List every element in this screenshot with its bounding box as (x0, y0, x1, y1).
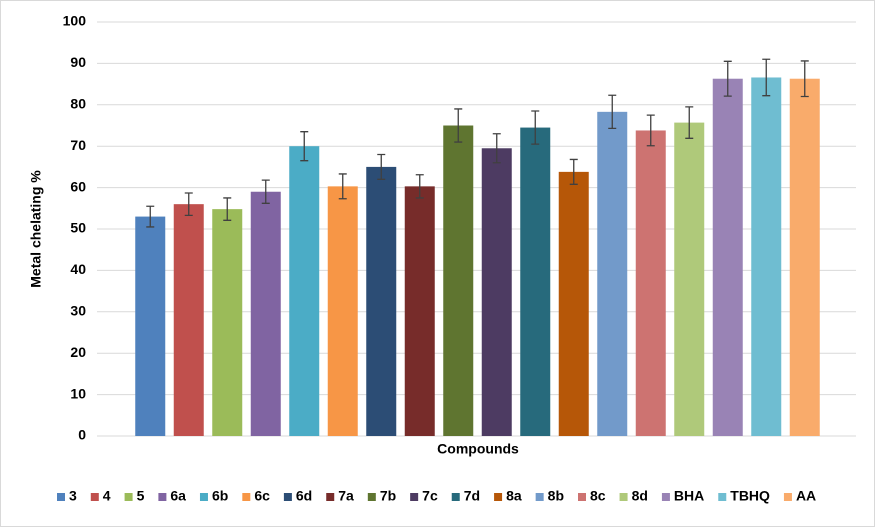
error-bar (454, 108, 463, 143)
error-bar (531, 110, 540, 145)
legend-swatch (783, 493, 792, 501)
y-axis-title: Metal chelating % (28, 170, 44, 288)
legend-swatch (57, 493, 65, 501)
y-tick-label: 30 (70, 303, 86, 319)
bar (520, 127, 551, 436)
bar (481, 148, 512, 436)
y-tick-label: 70 (70, 137, 86, 153)
error-bar (608, 94, 617, 130)
legend-label: BHA (674, 488, 704, 504)
error-bar (261, 179, 270, 204)
legend-swatch (158, 493, 167, 501)
y-tick-label: 60 (70, 178, 86, 194)
bar (674, 122, 705, 437)
legend-swatch (578, 493, 586, 501)
legend-swatch (451, 493, 460, 501)
error-bar (184, 192, 193, 216)
legend-label: AA (796, 488, 816, 504)
legend-swatch (326, 493, 335, 501)
legend-swatch (283, 493, 292, 501)
legend-label: 4 (103, 488, 111, 504)
legend-swatch (535, 493, 544, 501)
legend-label: 6b (212, 488, 228, 504)
legend-label: 8b (548, 488, 564, 504)
bar (289, 146, 320, 436)
bar (712, 78, 743, 436)
legend-swatch (661, 493, 670, 501)
bar (635, 130, 666, 436)
bar (404, 186, 435, 436)
bar (212, 209, 243, 436)
error-bar (146, 205, 155, 228)
y-tick-label: 20 (70, 344, 86, 360)
y-tick-label: 90 (70, 54, 86, 70)
error-bar (723, 60, 732, 97)
legend-swatch (199, 493, 208, 501)
error-bar (377, 153, 386, 180)
bar (789, 78, 820, 436)
legend-swatch (619, 493, 628, 501)
legend-label: 8c (590, 488, 606, 504)
error-bar (762, 58, 771, 97)
bar (250, 191, 281, 436)
bar (327, 186, 358, 436)
legend-swatch (410, 493, 419, 501)
error-bar (685, 106, 694, 139)
error-bar (300, 131, 309, 162)
legend-swatch (242, 493, 251, 501)
bar (135, 216, 166, 436)
legend-swatch (367, 493, 376, 501)
bar (597, 111, 628, 436)
error-bar (492, 133, 501, 164)
error-bar (338, 173, 347, 200)
bar (443, 125, 474, 436)
legend-label: 8d (632, 488, 648, 504)
legend-label: 7c (422, 488, 438, 504)
legend-swatch (124, 493, 133, 501)
error-bar (646, 114, 655, 147)
y-tick-label: 40 (70, 261, 86, 277)
error-bar (800, 60, 809, 98)
error-bar (569, 158, 578, 185)
legend-label: 5 (137, 488, 145, 504)
legend-swatch (494, 493, 503, 501)
y-tick-label: 100 (63, 13, 87, 29)
error-bar (415, 174, 424, 199)
bar (558, 171, 589, 437)
legend-label: 7d (464, 488, 480, 504)
legend-swatch (90, 493, 99, 501)
legend-label: 8a (506, 488, 522, 504)
bar (173, 204, 204, 436)
legend-label: 6d (296, 488, 312, 504)
legend-label: 3 (69, 488, 77, 504)
legend-label: 6c (254, 488, 270, 504)
y-tick-label: 80 (70, 96, 86, 112)
error-bar (223, 197, 232, 221)
y-tick-label: 10 (70, 385, 86, 401)
legend-label: 6a (170, 488, 186, 504)
legend-label: 7b (380, 488, 396, 504)
legend-label: TBHQ (730, 488, 770, 504)
bar (751, 77, 782, 436)
x-axis-title: Compounds (437, 441, 519, 457)
bar (366, 166, 397, 436)
y-tick-label: 0 (78, 427, 86, 443)
y-tick-label: 50 (70, 220, 86, 236)
legend-label: 7a (338, 488, 354, 504)
legend-swatch (718, 493, 727, 501)
